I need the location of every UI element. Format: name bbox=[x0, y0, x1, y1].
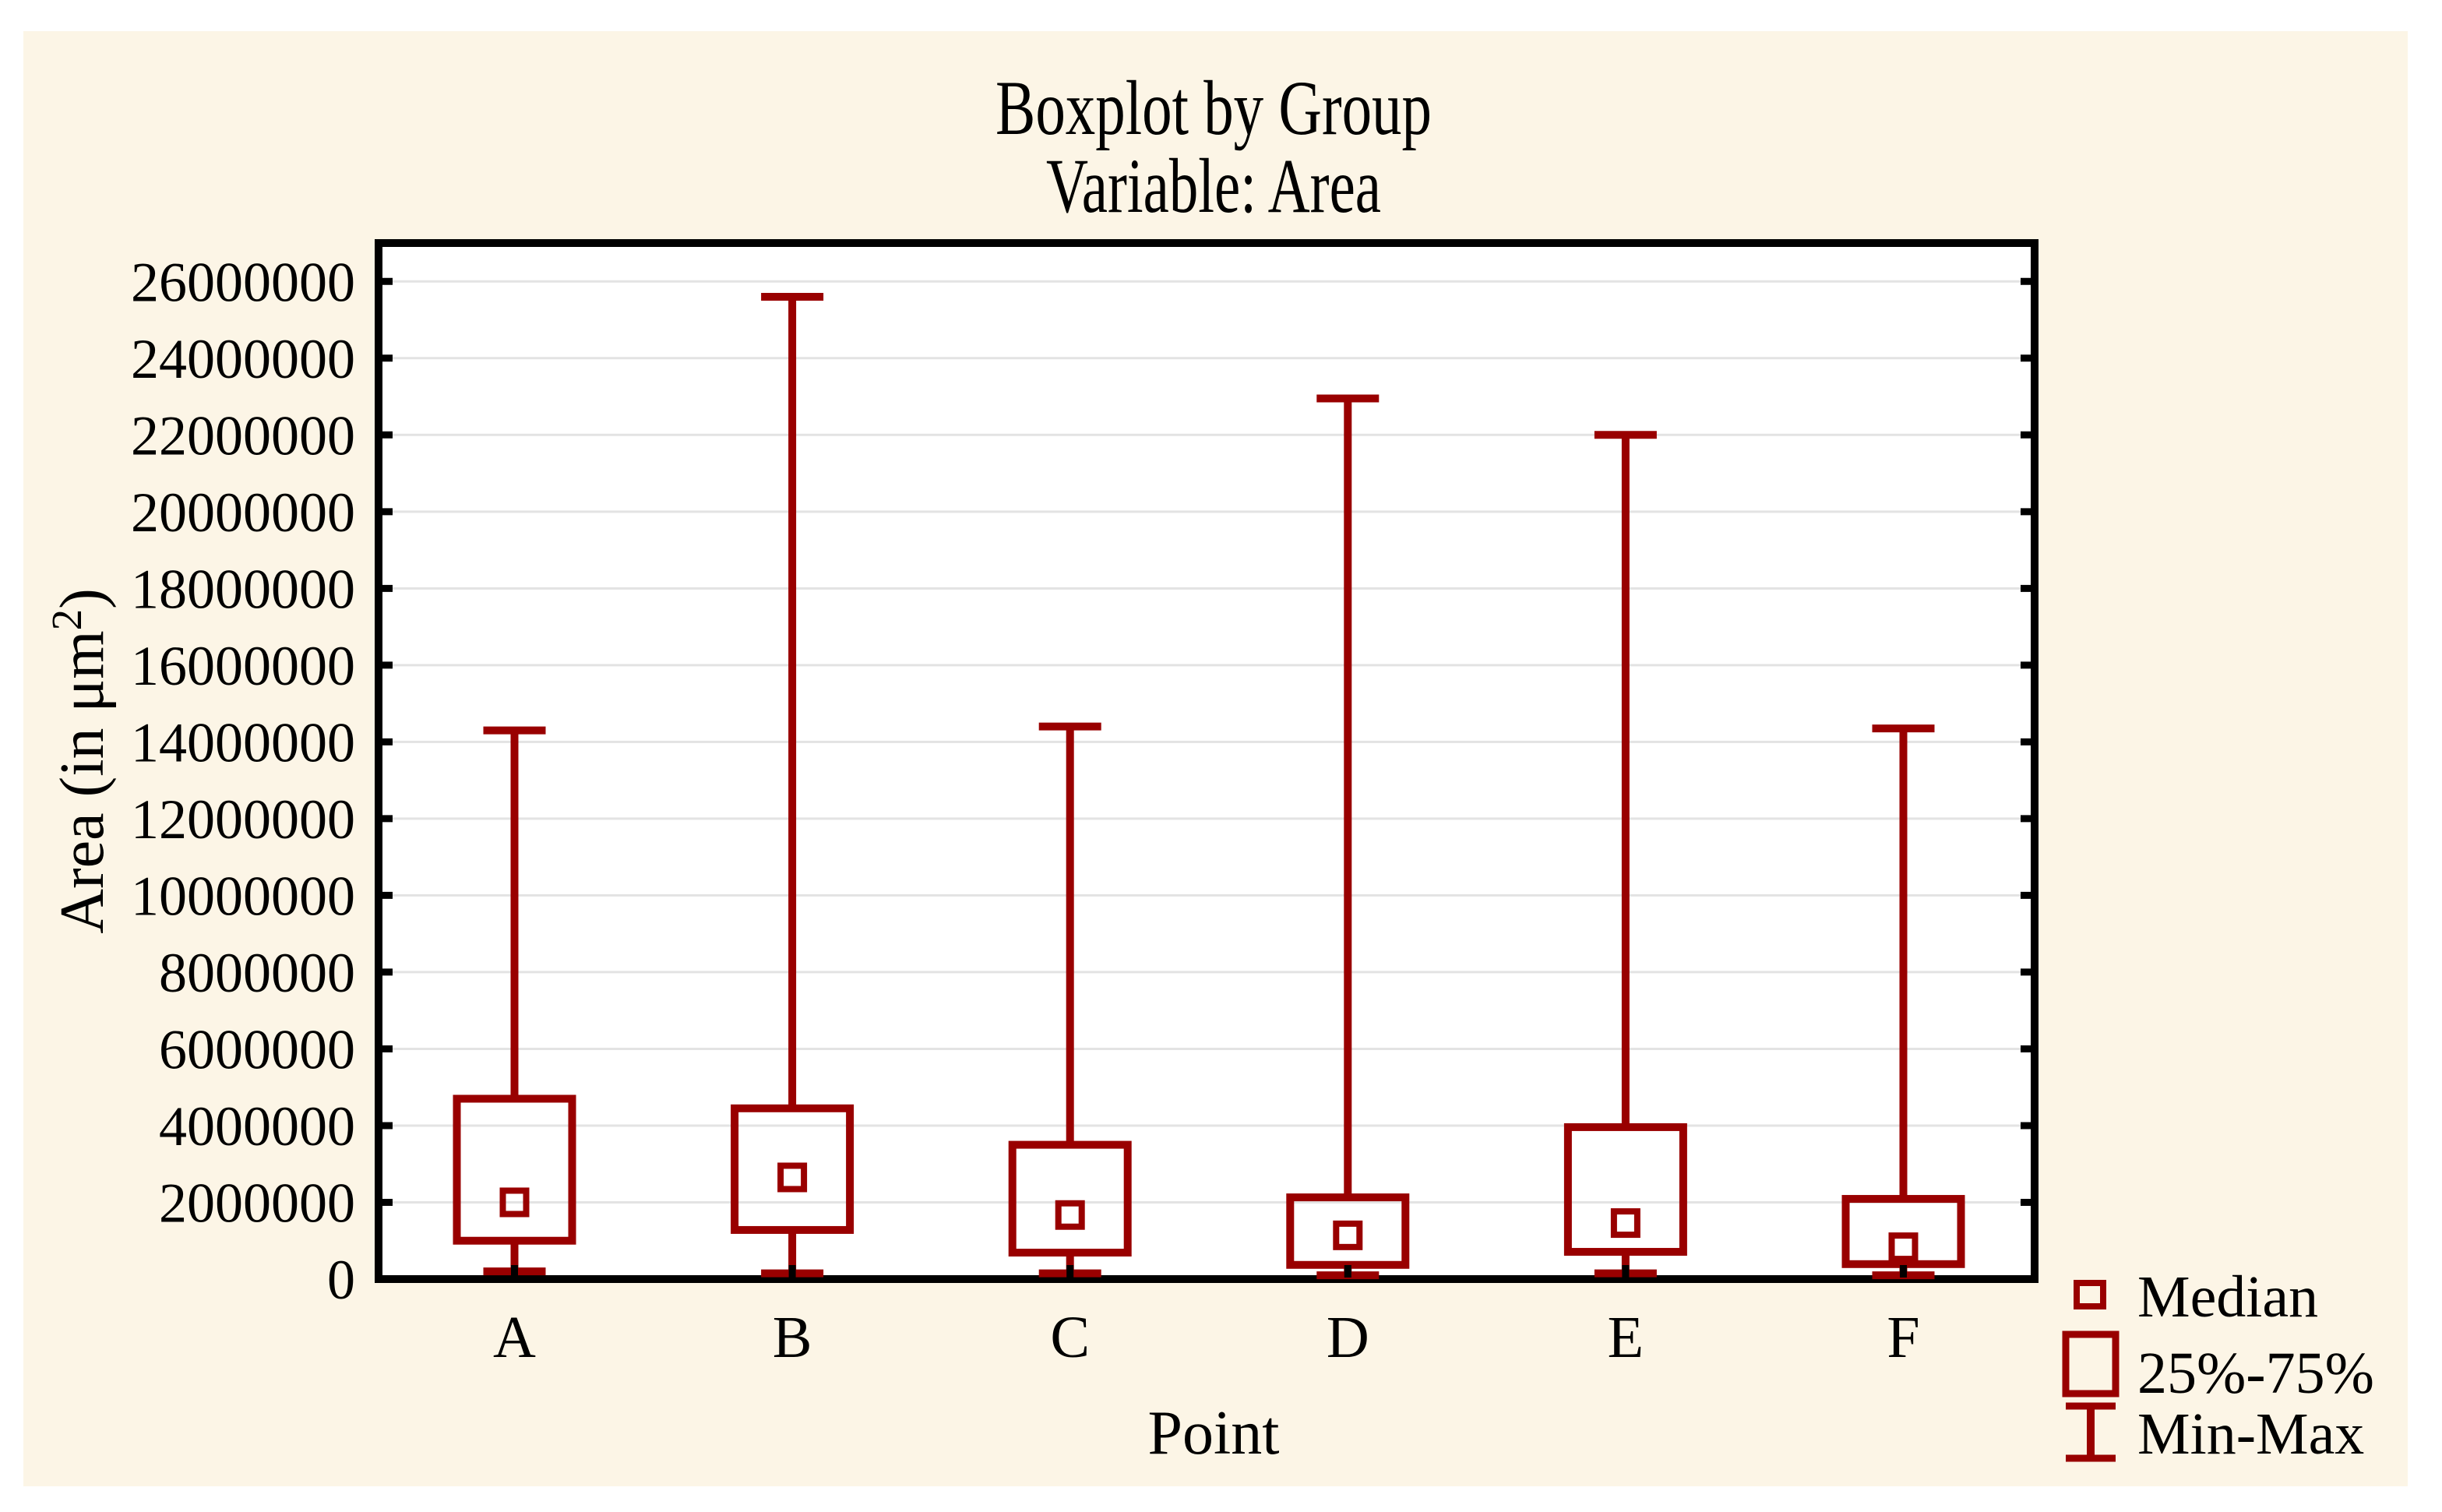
y-tick-label: 14000000 bbox=[131, 711, 355, 774]
quartile-box bbox=[1008, 1140, 1132, 1257]
y-axis-title-close: ) bbox=[48, 588, 117, 609]
quartile-box bbox=[1841, 1195, 1965, 1268]
quartile-box bbox=[731, 1104, 855, 1234]
y-tick-label: 16000000 bbox=[131, 635, 355, 697]
y-tick-label: 12000000 bbox=[131, 788, 355, 851]
legend-label-minmax: Min-Max bbox=[2137, 1401, 2364, 1467]
plot-area bbox=[379, 243, 2035, 1279]
y-tick-label: 6000000 bbox=[159, 1018, 355, 1080]
legend-quartile-box-icon bbox=[2062, 1330, 2120, 1397]
legend-label-median: Median bbox=[2137, 1264, 2318, 1330]
legend-min-max-whisker-icon bbox=[2066, 1402, 2116, 1462]
x-category-label: C bbox=[1050, 1305, 1090, 1370]
quartile-box bbox=[1563, 1123, 1687, 1256]
x-category-label: D bbox=[1327, 1305, 1369, 1370]
y-axis-title: Area (in μm2) bbox=[43, 588, 117, 934]
legend-median-square-icon bbox=[2074, 1280, 2106, 1309]
x-category-label: E bbox=[1608, 1305, 1644, 1370]
y-axis-title-main: Area (in μm bbox=[48, 630, 117, 933]
x-category-label: A bbox=[493, 1305, 536, 1370]
y-tick-label: 24000000 bbox=[131, 328, 355, 390]
x-axis-title: Point bbox=[1148, 1399, 1280, 1468]
legend-label-quartiles: 25%-75% bbox=[2137, 1341, 2374, 1406]
quartile-box bbox=[453, 1094, 576, 1245]
y-tick-label: 4000000 bbox=[159, 1095, 355, 1158]
median-marker bbox=[777, 1162, 808, 1193]
chart-title: Boxplot by Group bbox=[995, 65, 1432, 151]
y-tick-label: 18000000 bbox=[131, 558, 355, 620]
y-tick-label: 20000000 bbox=[131, 481, 355, 544]
y-tick-label: 10000000 bbox=[131, 865, 355, 927]
x-category-label: B bbox=[773, 1305, 812, 1370]
box-plot-group-F bbox=[1841, 724, 1965, 1280]
median-marker bbox=[499, 1187, 530, 1218]
y-tick-label: 26000000 bbox=[131, 251, 355, 313]
legend: Median 25%-75% Min-Max bbox=[2062, 1264, 2374, 1467]
x-axis-ticks bbox=[511, 1265, 1907, 1278]
y-tick-label: 2000000 bbox=[159, 1172, 355, 1234]
y-axis-title-superscript: 2 bbox=[43, 609, 90, 631]
y-axis-tick-labels: 0 2000000 4000000 6000000 8000000 10000000 120… bbox=[131, 251, 355, 1311]
y-tick-label: 22000000 bbox=[131, 404, 355, 467]
median-marker bbox=[1610, 1208, 1640, 1239]
x-axis-category-labels: A B C D E F bbox=[493, 1305, 1920, 1370]
y-tick-label: 8000000 bbox=[159, 942, 355, 1004]
quartile-box bbox=[1286, 1193, 1410, 1269]
chart-subtitle: Variable: Area bbox=[1046, 143, 1381, 229]
plot-frame bbox=[375, 239, 2039, 1283]
y-axis-ticks bbox=[379, 277, 2035, 1206]
median-marker bbox=[1888, 1232, 1919, 1263]
box-plot-group-E bbox=[1563, 431, 1687, 1278]
gridlines bbox=[383, 280, 2030, 1204]
median-marker bbox=[1333, 1220, 1363, 1250]
y-tick-label: 0 bbox=[327, 1249, 355, 1311]
x-category-label: F bbox=[1887, 1305, 1919, 1370]
median-marker bbox=[1055, 1200, 1085, 1230]
